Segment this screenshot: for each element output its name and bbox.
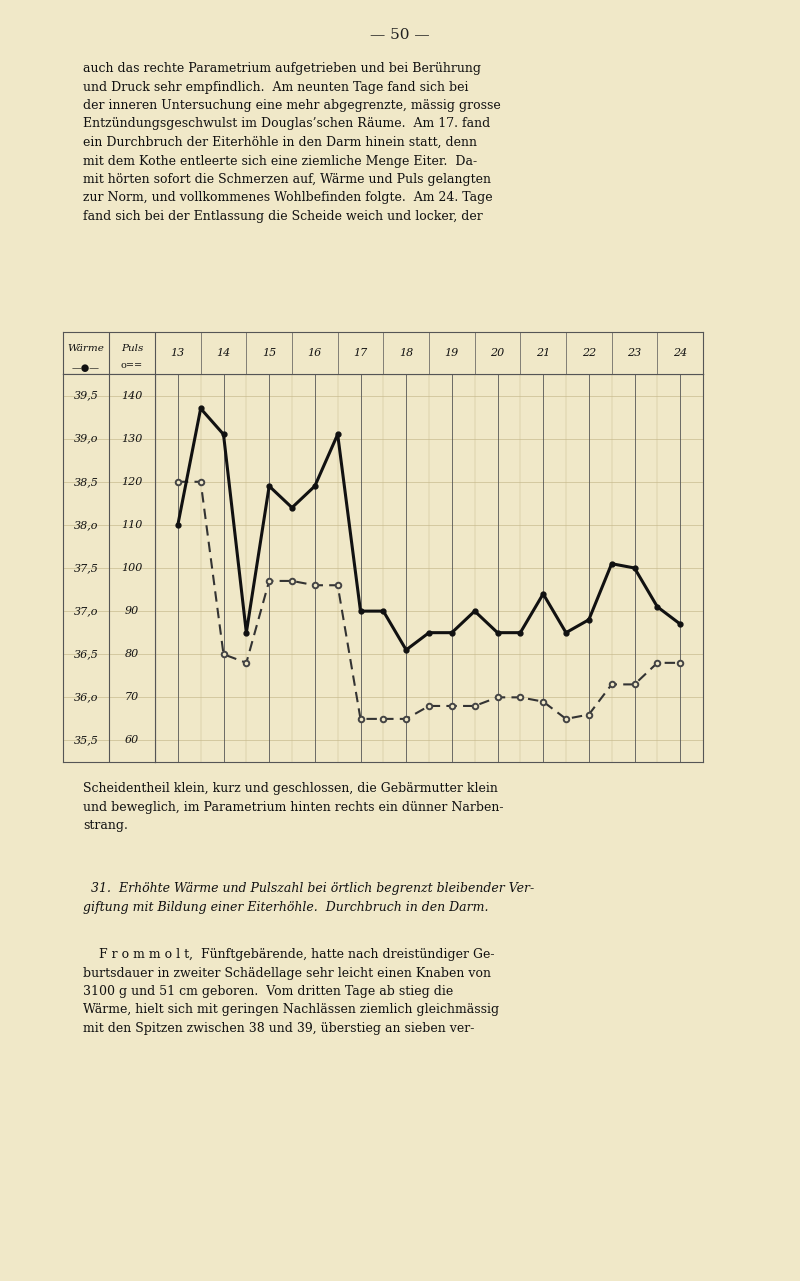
Text: auch das rechte Parametrium aufgetrieben und bei Berührung
und Druck sehr empfin: auch das rechte Parametrium aufgetrieben…: [83, 61, 501, 223]
Text: 90: 90: [125, 606, 139, 616]
Text: 31.  Erhöhte Wärme und Pulszahl bei örtlich begrenzt bleibender Ver-
giftung mit: 31. Erhöhte Wärme und Pulszahl bei örtli…: [83, 883, 534, 913]
Text: 17: 17: [354, 348, 368, 357]
Text: — 50 —: — 50 —: [370, 28, 430, 42]
Text: o==: o==: [121, 360, 143, 369]
Text: 37,o: 37,o: [74, 606, 98, 616]
Text: Puls: Puls: [121, 343, 143, 352]
Text: 38,5: 38,5: [74, 477, 98, 487]
Text: 18: 18: [399, 348, 414, 357]
Text: 16: 16: [308, 348, 322, 357]
Text: —●—: —●—: [72, 364, 100, 373]
Text: 22: 22: [582, 348, 596, 357]
Text: 100: 100: [122, 564, 142, 573]
Text: 130: 130: [122, 434, 142, 443]
Text: 15: 15: [262, 348, 276, 357]
Text: 13: 13: [170, 348, 185, 357]
Text: 14: 14: [216, 348, 230, 357]
Text: 110: 110: [122, 520, 142, 530]
Text: 60: 60: [125, 735, 139, 746]
Text: 70: 70: [125, 692, 139, 702]
Text: 36,5: 36,5: [74, 649, 98, 660]
Text: 80: 80: [125, 649, 139, 660]
Text: 20: 20: [490, 348, 505, 357]
Text: 140: 140: [122, 391, 142, 401]
Text: 36,o: 36,o: [74, 692, 98, 702]
Text: 120: 120: [122, 477, 142, 487]
Text: 23: 23: [627, 348, 642, 357]
Text: Wärme: Wärme: [67, 343, 105, 352]
Text: Scheidentheil klein, kurz und geschlossen, die Gebärmutter klein
und beweglich, : Scheidentheil klein, kurz und geschlosse…: [83, 781, 503, 831]
Text: 38,o: 38,o: [74, 520, 98, 530]
Text: 21: 21: [536, 348, 550, 357]
Text: 19: 19: [445, 348, 459, 357]
Text: 35,5: 35,5: [74, 735, 98, 746]
Text: 24: 24: [673, 348, 687, 357]
Text: 37,5: 37,5: [74, 564, 98, 573]
Text: 39,o: 39,o: [74, 434, 98, 443]
Text: 39,5: 39,5: [74, 391, 98, 401]
Text: F r o m m o l t,  Fünftgebärende, hatte nach dreistündiger Ge-
burtsdauer in zwe: F r o m m o l t, Fünftgebärende, hatte n…: [83, 948, 499, 1035]
